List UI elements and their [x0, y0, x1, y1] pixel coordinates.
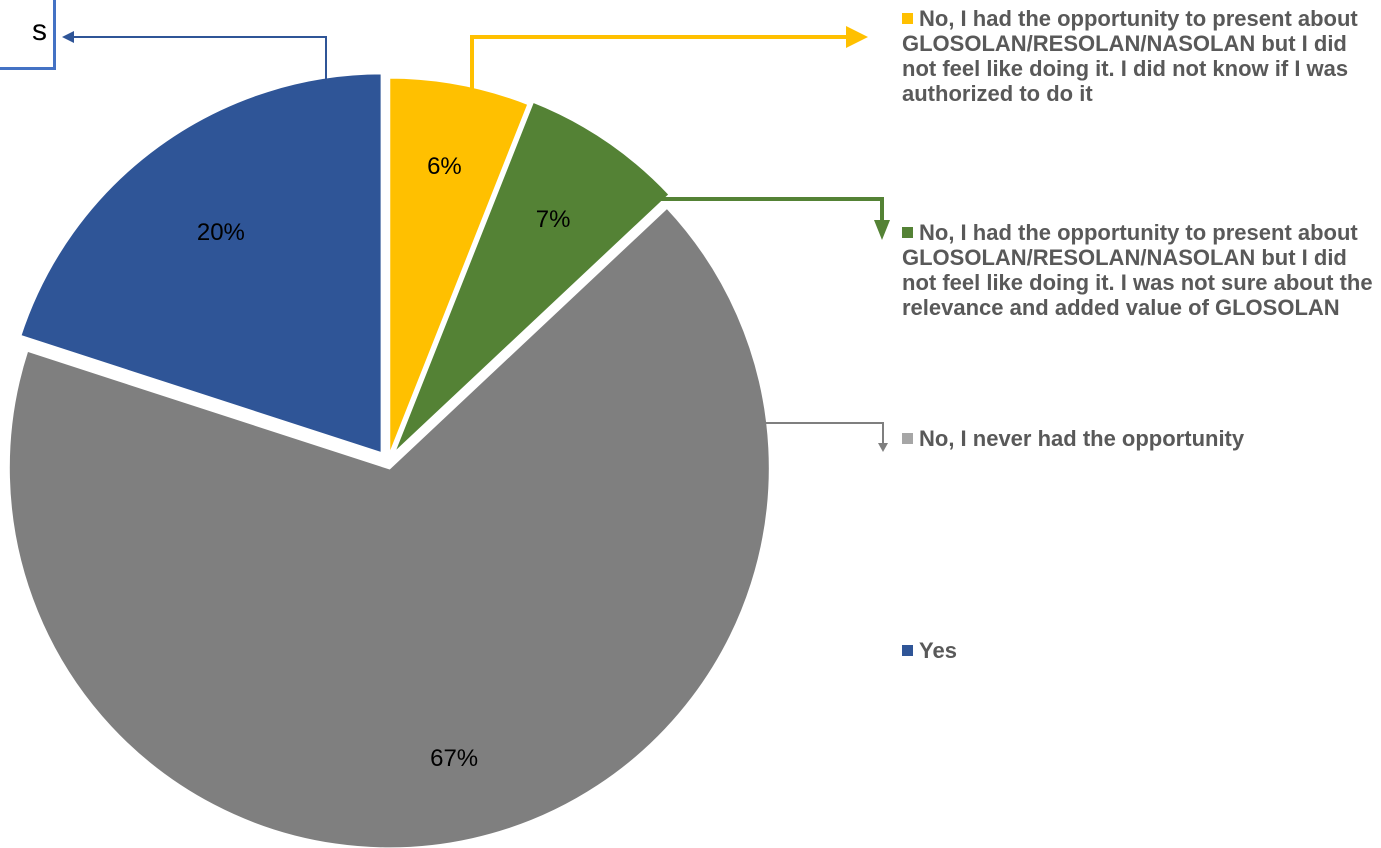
gray-arrowhead — [878, 443, 888, 452]
data-label: 7% — [536, 206, 571, 233]
blue-arrow-line — [72, 36, 327, 128]
pie-slice — [391, 99, 673, 457]
data-label: 6% — [427, 153, 462, 180]
green-arrow-line — [596, 197, 884, 222]
annotation-arrows — [62, 26, 890, 452]
callout-text: s — [32, 14, 47, 47]
legend-item-never: No, I never had the opportunity — [902, 426, 1381, 451]
legend-item-relevance: No, I had the opportunity to present abo… — [902, 220, 1381, 320]
yellow-arrowhead — [846, 26, 868, 48]
legend-swatch — [902, 645, 913, 656]
legend-label: No, I had the opportunity to present abo… — [902, 6, 1358, 106]
legend-item-yes: Yes — [902, 638, 1381, 663]
legend-swatch — [902, 433, 913, 444]
legend-swatch — [902, 227, 913, 238]
legend-label: No, I never had the opportunity — [919, 426, 1245, 451]
legend-label: No, I had the opportunity to present abo… — [902, 220, 1373, 320]
pie-data-labels: 6% 7% 67% 20% — [197, 153, 571, 772]
green-arrowhead — [874, 220, 890, 240]
legend-item-authorized: No, I had the opportunity to present abo… — [902, 6, 1381, 106]
data-label: 67% — [430, 745, 478, 772]
blue-arrowhead — [62, 31, 74, 43]
data-label: 20% — [197, 219, 245, 246]
pie-slice — [6, 204, 772, 848]
yellow-arrow-line — [470, 35, 848, 152]
callout-box: s — [0, 0, 56, 70]
pie-slice — [387, 75, 531, 459]
pie-slice — [17, 71, 384, 456]
legend-swatch — [902, 13, 913, 24]
gray-arrow-line — [666, 422, 884, 445]
legend-label: Yes — [919, 638, 957, 663]
pie-slices — [6, 71, 772, 848]
